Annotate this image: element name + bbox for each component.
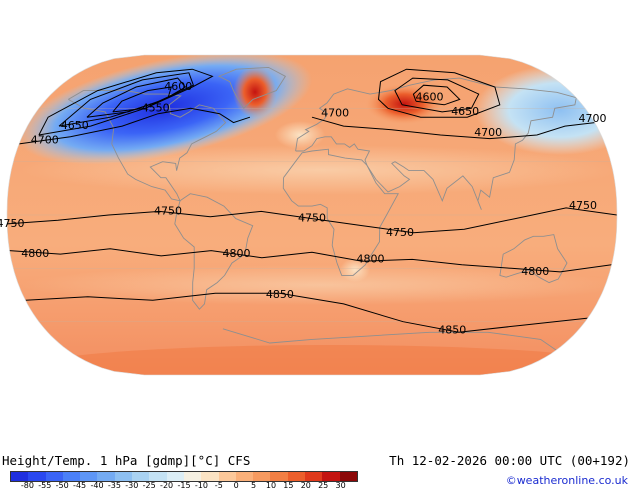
legend-swatch: [201, 472, 219, 481]
contour-label: 4800: [21, 247, 49, 260]
legend-swatch: [322, 472, 340, 481]
legend-tick: 0: [233, 481, 239, 490]
credit-link[interactable]: ©weatheronline.co.uk: [505, 474, 628, 487]
legend-tick: -15: [177, 481, 191, 490]
coastline: [222, 328, 557, 351]
globe-outline: [6, 54, 618, 376]
contour-label: 4800: [521, 265, 549, 278]
legend-swatch: [45, 472, 63, 481]
legend-swatch: [149, 472, 167, 481]
height-contour: [394, 77, 480, 113]
height-contour: [412, 84, 461, 106]
valid-time: Th 12-02-2026 00:00 UTC (00+192): [389, 453, 630, 468]
height-contour: [7, 207, 617, 234]
pale-patch-europe: [275, 121, 325, 149]
coastline: [68, 90, 227, 202]
legend-tick: 20: [300, 481, 311, 490]
coastline: [499, 234, 568, 284]
height-contour: [311, 116, 595, 140]
warm-band-south: [20, 345, 617, 375]
coastline: [174, 193, 254, 310]
height-contour: [112, 86, 173, 113]
contour-label: 4850: [266, 288, 294, 301]
contour-label: 4750: [386, 226, 414, 239]
contour-label: 4700: [321, 107, 349, 120]
contour-label: 4700: [31, 133, 59, 146]
height-contour: [9, 248, 612, 273]
coastline: [217, 66, 287, 109]
contour-label: 4850: [438, 324, 466, 337]
legend-tick: -45: [73, 481, 87, 490]
contour-label: 4700: [579, 112, 607, 125]
contour-label: 4750: [569, 199, 597, 212]
legend-tick: 15: [283, 481, 294, 490]
legend-swatch: [11, 472, 29, 481]
legend-swatch: [114, 472, 133, 481]
contour-label: 4600: [164, 80, 192, 93]
map-title: Height/Temp. 1 hPa [gdmp][°C] CFS: [2, 453, 251, 468]
legend-tick: -5: [214, 481, 223, 490]
height-contour: [377, 68, 501, 118]
legend-tick: -80: [20, 481, 34, 490]
legend-swatch: [132, 472, 150, 481]
height-contour: [58, 72, 195, 127]
legend-tick: -20: [160, 481, 174, 490]
warm-patch-alaska: [233, 66, 277, 118]
legend-swatch: [97, 472, 115, 481]
legend-swatch: [253, 472, 271, 481]
legend-swatch: [287, 472, 306, 481]
contour-label: 4800: [357, 252, 385, 265]
legend-tick: -10: [194, 481, 208, 490]
contour-label: 4800: [223, 247, 251, 260]
warm-core-siberia: [366, 84, 442, 124]
legend-swatch: [62, 472, 81, 481]
coastlines: [68, 66, 577, 351]
legend-tick: 30: [335, 481, 346, 490]
contour-label: 4750: [154, 204, 182, 217]
height-contour: [25, 292, 588, 333]
coastline: [295, 77, 577, 210]
color-legend-ticks: -80 -55 -50 -45 -40 -35 -30 -25 -20 -15 -10 -5 0 5 10 1…: [10, 481, 358, 490]
height-contours: [7, 68, 617, 333]
contour-label: 4600: [416, 91, 444, 104]
height-contour: [19, 107, 251, 145]
height-contour: [38, 68, 214, 136]
legend-swatch: [235, 472, 254, 481]
legend-tick: 10: [265, 481, 277, 490]
legend-tick: -40: [90, 481, 104, 490]
legend-swatch: [339, 472, 357, 481]
pale-band-north: [20, 145, 617, 195]
legend-tick: -30: [125, 481, 139, 490]
pale-band-south: [20, 265, 617, 305]
legend-tick: -55: [38, 481, 52, 490]
contour-label: 4650: [451, 105, 479, 118]
contour-labels: 4600455046504700460046504700470047004750…: [0, 80, 607, 337]
legend-swatch: [28, 472, 46, 481]
legend-swatch: [305, 472, 323, 481]
contour-label: 4650: [61, 119, 89, 132]
legend-tick: -35: [107, 481, 121, 490]
legend-swatch: [80, 472, 98, 481]
legend-swatch: [183, 472, 202, 481]
color-legend: [10, 471, 358, 482]
weather-map: 4600455046504700460046504700470047004750…: [0, 54, 618, 376]
legend-tick: 25: [318, 481, 329, 490]
legend-tick: 5: [251, 481, 257, 490]
legend-swatch: [218, 472, 236, 481]
contour-label: 4750: [298, 212, 326, 225]
pale-patch-africa: [340, 258, 370, 282]
legend-swatch: [166, 472, 184, 481]
coastline: [282, 148, 399, 276]
legend-tick: -50: [55, 481, 69, 490]
contour-label: 4550: [142, 101, 170, 114]
legend-swatch: [270, 472, 288, 481]
contour-label: 4700: [474, 126, 502, 139]
contour-label: 4750: [0, 217, 25, 230]
legend-tick: -25: [142, 481, 156, 490]
